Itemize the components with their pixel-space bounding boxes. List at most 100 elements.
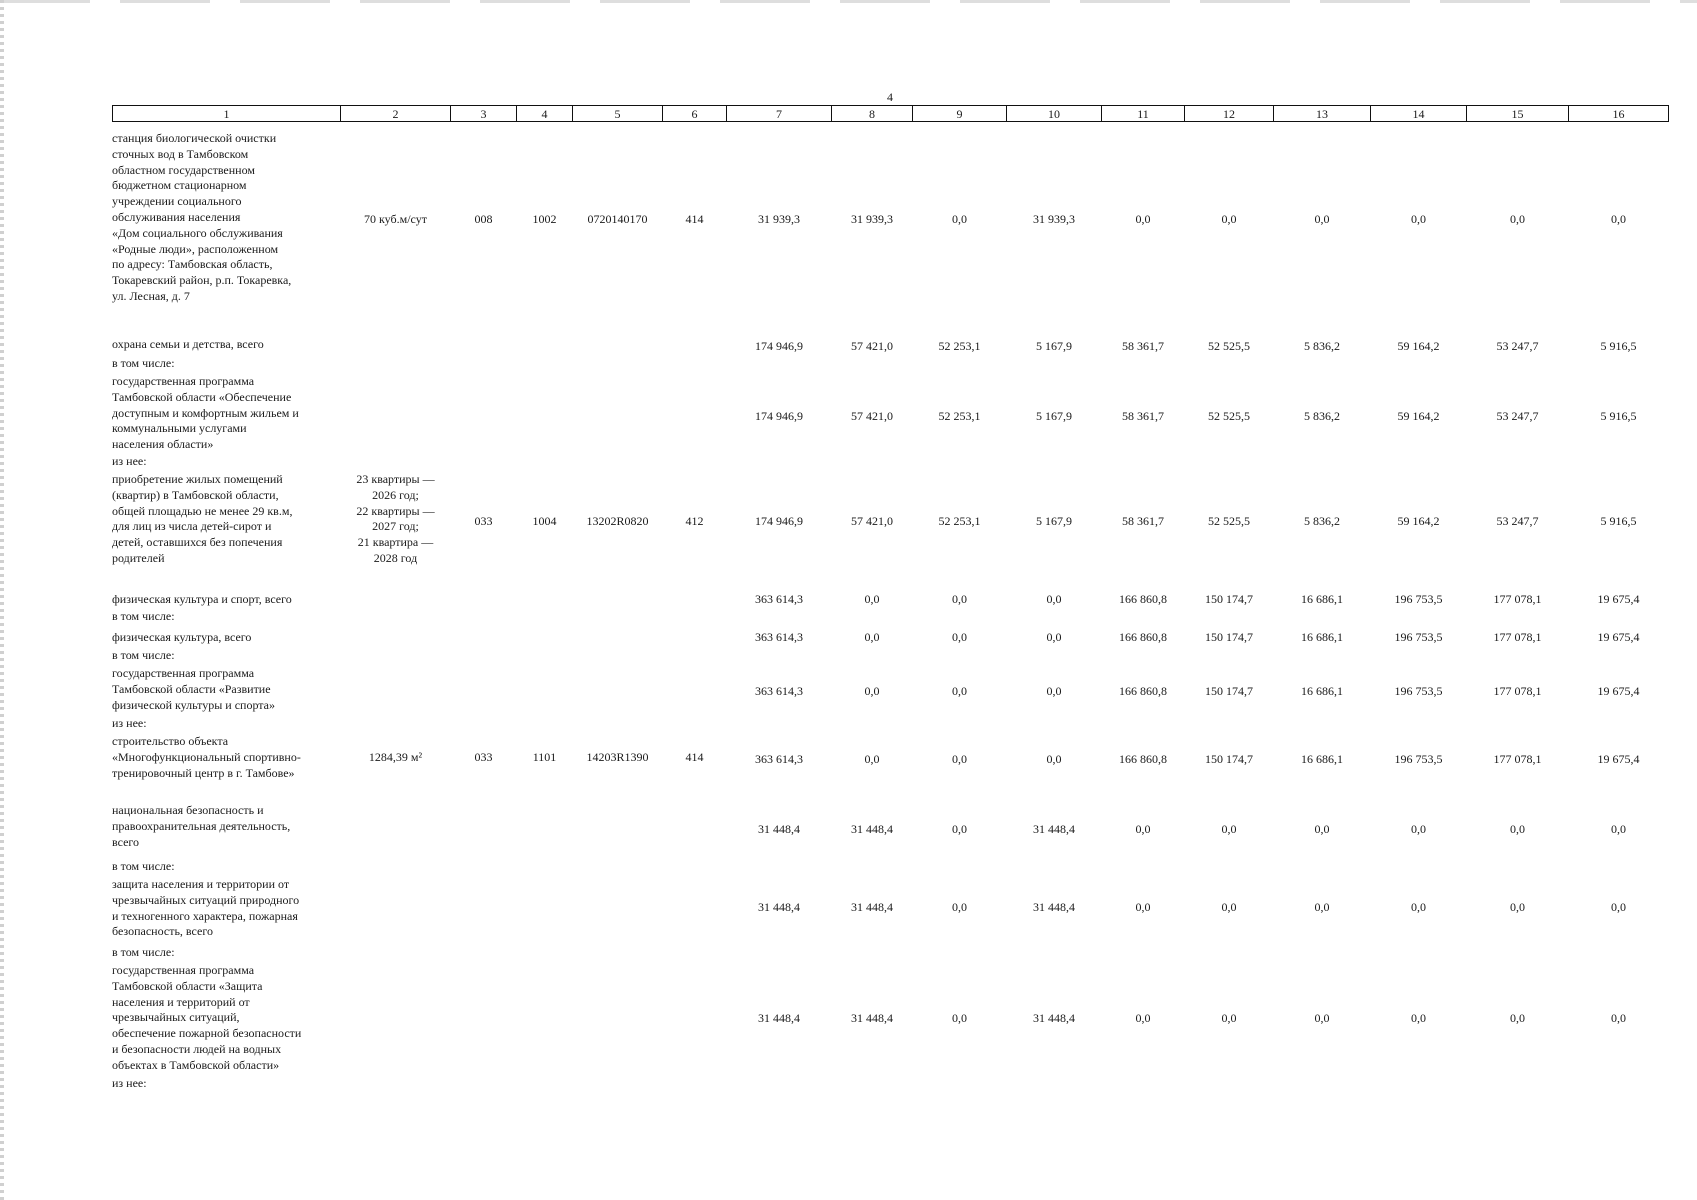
value-cell: 174 946,9 [755, 409, 803, 423]
value-cell: 177 078,1 [1493, 630, 1542, 644]
header-cell: 6 [662, 105, 727, 122]
value-cell: 0,0 [1135, 900, 1151, 914]
value-cell: 166 860,8 [1119, 684, 1167, 698]
value-cell: 0,0 [1135, 212, 1151, 226]
value-cell: 53 247,7 [1496, 409, 1539, 423]
subheading: из нее: [112, 1076, 147, 1090]
value-cell: 363 614,3 [755, 752, 803, 766]
value-cell: 0,0 [1221, 212, 1237, 226]
subheading: в том числе: [112, 859, 175, 873]
header-cell: 4 [516, 105, 573, 122]
value-cell: 0,0 [1411, 212, 1426, 226]
col4-cell: 1101 [532, 750, 557, 764]
capacity-cell: 23 квартиры — 2026 год; 22 квартиры — 20… [356, 472, 435, 565]
value-cell: 16 686,1 [1301, 630, 1343, 644]
value-cell: 19 675,4 [1597, 592, 1640, 606]
value-cell: 0,0 [1611, 1011, 1626, 1025]
value-cell: 196 753,5 [1394, 630, 1443, 644]
row-name: государственная программа Тамбовской обл… [112, 963, 302, 1072]
value-cell: 150 174,7 [1205, 752, 1253, 766]
header-cell: 11 [1101, 105, 1185, 122]
value-cell: 196 753,5 [1394, 752, 1443, 766]
table-header-row: 1 2 3 4 5 6 7 8 9 10 11 12 13 14 15 16 [112, 105, 1669, 122]
value-cell: 0,0 [1314, 1011, 1330, 1025]
value-cell: 0,0 [1046, 752, 1062, 766]
value-cell: 0,0 [1611, 212, 1626, 226]
header-cell: 5 [572, 105, 663, 122]
col5-cell: 13202R0820 [586, 514, 649, 528]
value-cell: 0,0 [1411, 1011, 1426, 1025]
col5-cell: 0720140170 [587, 212, 648, 226]
value-cell: 0,0 [1510, 900, 1525, 914]
value-cell: 31 448,4 [851, 900, 893, 914]
value-cell: 166 860,8 [1119, 630, 1167, 644]
value-cell: 5 836,2 [1304, 339, 1340, 353]
value-cell: 19 675,4 [1597, 684, 1640, 698]
value-cell: 0,0 [1221, 900, 1237, 914]
col4-cell: 1002 [532, 212, 557, 226]
value-cell: 58 361,7 [1122, 514, 1164, 528]
value-cell: 53 247,7 [1496, 514, 1539, 528]
capacity-cell: 70 куб.м/сут [364, 212, 427, 226]
value-cell: 5 836,2 [1304, 514, 1340, 528]
value-cell: 177 078,1 [1493, 684, 1542, 698]
value-cell: 52 525,5 [1208, 514, 1250, 528]
page-number: 4 [887, 90, 893, 104]
value-cell: 0,0 [1611, 900, 1626, 914]
header-cell: 10 [1006, 105, 1102, 122]
row-name: защита населения и территории от чрезвыч… [112, 877, 300, 939]
row-name: физическая культура, всего [112, 630, 252, 644]
value-cell: 16 686,1 [1301, 592, 1343, 606]
header-cell: 2 [340, 105, 451, 122]
value-cell: 31 939,3 [851, 212, 893, 226]
row-name: строительство объекта «Многофункциональн… [112, 734, 301, 780]
value-cell: 59 164,2 [1397, 409, 1440, 423]
col3-cell: 033 [474, 514, 493, 528]
value-cell: 0,0 [1314, 822, 1330, 836]
subheading: в том числе: [112, 945, 175, 959]
value-cell: 0,0 [952, 900, 967, 914]
value-cell: 59 164,2 [1397, 514, 1440, 528]
value-cell: 177 078,1 [1493, 592, 1542, 606]
col6-cell: 414 [685, 212, 704, 226]
value-cell: 0,0 [952, 822, 967, 836]
subheading: из нее: [112, 716, 147, 730]
value-cell: 5 916,5 [1600, 339, 1637, 353]
value-cell: 166 860,8 [1119, 592, 1167, 606]
value-cell: 177 078,1 [1493, 752, 1542, 766]
value-cell: 0,0 [1314, 212, 1330, 226]
value-cell: 31 448,4 [1033, 1011, 1075, 1025]
row-name: национальная безопасность и правоохранит… [112, 803, 291, 849]
row-name: государственная программа Тамбовской обл… [112, 374, 299, 452]
col6-cell: 412 [685, 514, 704, 528]
value-cell: 0,0 [864, 752, 880, 766]
header-cell: 1 [112, 105, 341, 122]
value-cell: 5 167,9 [1036, 514, 1072, 528]
row-name: приобретение жилых помещений (квартир) в… [112, 472, 293, 565]
value-cell: 0,0 [864, 592, 880, 606]
scan-edge-left [0, 0, 4, 1200]
header-cell: 3 [450, 105, 517, 122]
row-name: государственная программа Тамбовской обл… [112, 666, 276, 712]
header-cell: 13 [1273, 105, 1371, 122]
subheading: в том числе: [112, 356, 175, 370]
col5-cell: 14203R1390 [586, 750, 649, 764]
value-cell: 174 946,9 [755, 514, 803, 528]
value-cell: 0,0 [1611, 822, 1626, 836]
col3-cell: 008 [474, 212, 493, 226]
value-cell: 150 174,7 [1205, 684, 1253, 698]
subheading: в том числе: [112, 609, 175, 623]
header-cell: 14 [1370, 105, 1467, 122]
value-cell: 0,0 [1135, 822, 1151, 836]
value-cell: 363 614,3 [755, 630, 803, 644]
value-cell: 166 860,8 [1119, 752, 1167, 766]
value-cell: 52 253,1 [938, 514, 981, 528]
col4-cell: 1004 [532, 514, 557, 528]
value-cell: 0,0 [952, 212, 967, 226]
value-cell: 0,0 [1135, 1011, 1151, 1025]
value-cell: 57 421,0 [851, 514, 893, 528]
value-cell: 57 421,0 [851, 409, 893, 423]
value-cell: 58 361,7 [1122, 339, 1164, 353]
value-cell: 5 167,9 [1036, 409, 1072, 423]
value-cell: 0,0 [864, 630, 880, 644]
